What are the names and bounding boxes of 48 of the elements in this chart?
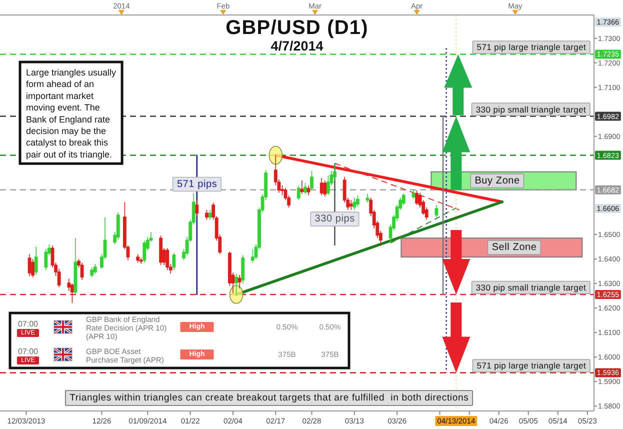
chart-title: GBP/USD (D1): [226, 17, 368, 39]
candlestick: [172, 252, 176, 270]
candlestick: [366, 194, 370, 203]
candlestick: [139, 257, 143, 264]
annotation: Large triangles usually form ahead of an important market moving event. The Bank of England rate decision may be the catalyst to break this pair out of its triangle.: [26, 68, 117, 160]
candlestick: [136, 254, 140, 264]
annotation: Triangles within triangles can create breakout targets that are fulfilled in both directions: [70, 392, 469, 404]
candlestick: [238, 274, 242, 289]
candlestick: [320, 178, 324, 196]
candlestick: [74, 238, 78, 295]
annotation: 07:00: [18, 347, 39, 356]
candlestick: [195, 200, 199, 216]
candlestick: [93, 263, 97, 274]
candlestick: [241, 254, 245, 284]
candlestick: [28, 254, 32, 277]
candlestick: [205, 210, 208, 220]
candlestick: [415, 190, 418, 206]
candlestick: [300, 180, 304, 194]
candlestick: [90, 267, 94, 278]
annotation: 07:00: [18, 320, 39, 328]
candlestick: [310, 170, 314, 191]
annotation: Buy Zone: [474, 175, 520, 186]
ref-line-label: 571 pip large triangle target: [476, 360, 587, 371]
text: 4/7/2014: [270, 38, 324, 54]
candlestick: [80, 262, 84, 280]
candlestick: [159, 235, 163, 266]
candlestick: [306, 185, 310, 196]
candlestick: [166, 248, 170, 270]
ref-line-label: 330 pip small triangle target: [476, 282, 587, 293]
candlestick: [323, 180, 327, 197]
annotation: Sell Zone: [492, 242, 537, 254]
candlestick: [296, 185, 300, 201]
ref-line-label: 571 pip large triangle target: [476, 42, 587, 52]
candlestick: [352, 197, 356, 210]
series-label: 571 pips: [176, 178, 218, 190]
candlestick: [304, 182, 307, 194]
candlestick: [349, 200, 353, 210]
ref-line-label: 330 pip small triangle target: [476, 104, 587, 114]
candlestick: [208, 210, 212, 220]
series-label: 330 pips: [314, 214, 355, 225]
candlestick: [356, 194, 360, 207]
candlestick: [434, 204, 438, 218]
candlestick: [34, 246, 38, 276]
candlestick: [142, 240, 146, 264]
candlestick: [412, 190, 416, 200]
candlestick: [234, 273, 238, 295]
candlestick: [44, 248, 48, 270]
candlestick: [250, 248, 254, 264]
